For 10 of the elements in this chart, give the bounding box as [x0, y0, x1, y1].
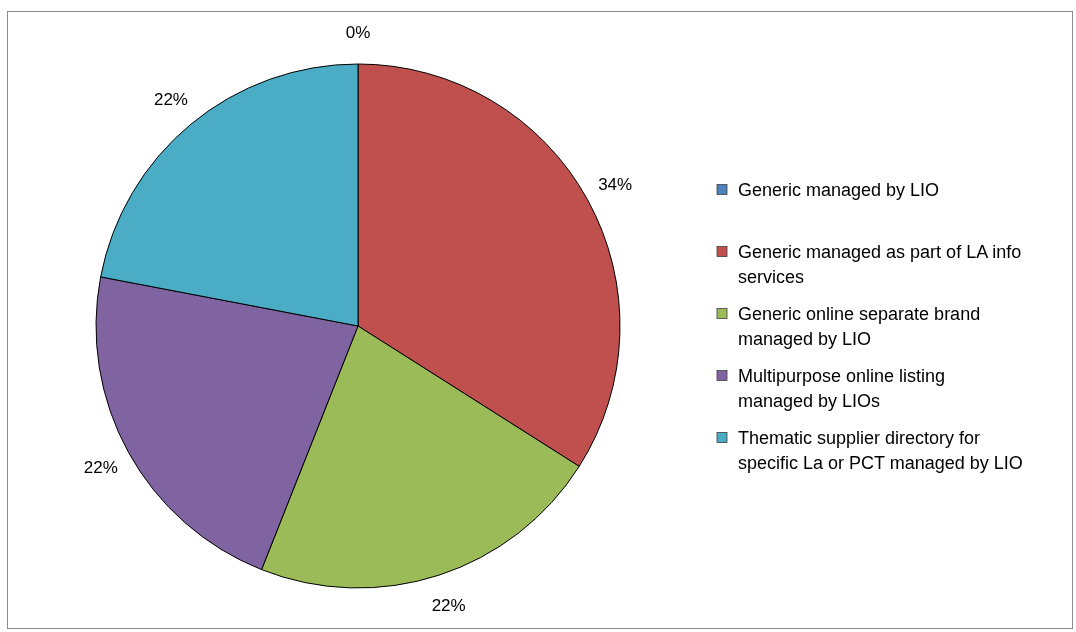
legend-label: Generic online separate brand managed by LIO: [738, 303, 981, 349]
data-label: 22%: [431, 595, 466, 615]
legend-label: Generic managed as part of LA info services: [738, 241, 1022, 287]
legend-label: Thematic supplier directory for specific La or PCT managed by LIO: [738, 427, 1023, 473]
legend-label: Generic managed by LIO: [738, 179, 940, 200]
data-label: 22%: [83, 457, 118, 477]
data-label: 22%: [153, 90, 188, 110]
data-label: 34%: [598, 175, 633, 195]
text: 0%: [345, 23, 371, 43]
legend-label: Multipurpose online listing managed by LIOs: [738, 365, 946, 411]
